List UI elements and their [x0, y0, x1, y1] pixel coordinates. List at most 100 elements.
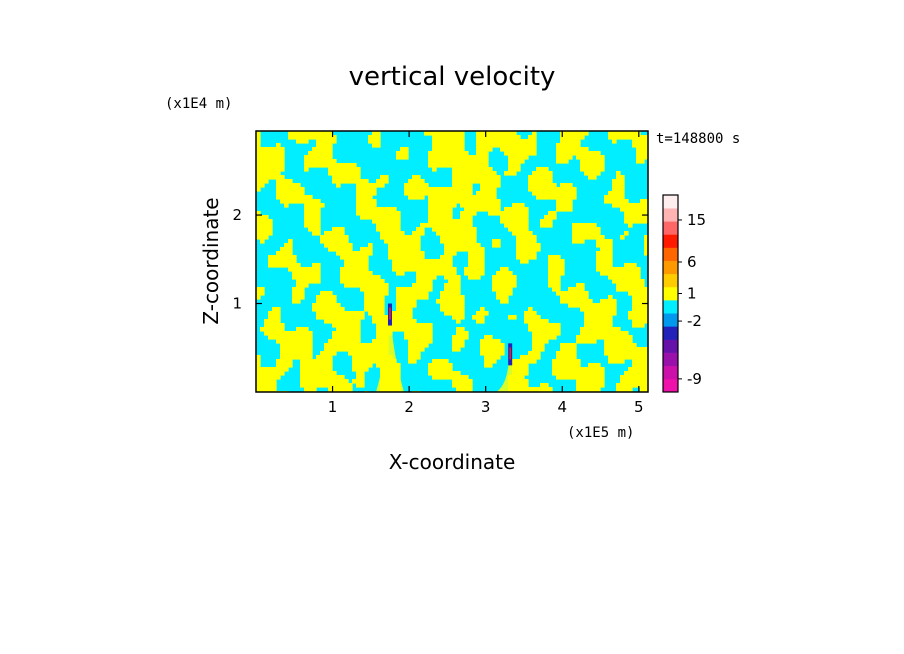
- field-cell: [476, 247, 481, 252]
- field-cell: [580, 291, 585, 296]
- field-cell: [392, 239, 397, 244]
- field-cell: [576, 235, 581, 240]
- field-cell: [520, 223, 525, 228]
- field-cell: [412, 195, 417, 200]
- field-cell: [284, 343, 289, 348]
- field-cell: [352, 259, 357, 264]
- field-cell: [284, 263, 289, 268]
- field-cell: [552, 211, 557, 216]
- field-cell: [528, 315, 533, 320]
- field-cell: [572, 367, 577, 372]
- field-cell: [348, 351, 353, 356]
- field-cell: [624, 371, 629, 376]
- field-cell: [636, 271, 641, 276]
- field-cell: [556, 155, 561, 160]
- field-cell: [508, 271, 513, 276]
- field-cell: [476, 319, 481, 324]
- field-cell: [552, 259, 557, 264]
- field-cell: [452, 179, 457, 184]
- field-cell: [580, 339, 585, 344]
- field-cell: [516, 243, 521, 248]
- field-cell: [520, 251, 525, 256]
- x-tick-label: 3: [481, 398, 491, 416]
- field-cell: [480, 251, 485, 256]
- field-cell: [292, 275, 297, 280]
- field-cell: [400, 251, 405, 256]
- field-cell: [272, 159, 277, 164]
- field-cell: [364, 279, 369, 284]
- field-cell: [260, 367, 265, 372]
- field-cell: [480, 267, 485, 272]
- field-cell: [620, 267, 625, 272]
- field-cell: [448, 195, 453, 200]
- field-cell: [384, 223, 389, 228]
- field-cell: [392, 315, 397, 320]
- field-cell: [460, 231, 465, 236]
- field-cell: [356, 311, 361, 316]
- field-cell: [352, 339, 357, 344]
- field-cell: [468, 195, 473, 200]
- field-cell: [644, 155, 648, 160]
- field-cell: [352, 355, 357, 360]
- field-cell: [528, 135, 533, 140]
- field-cell: [608, 299, 613, 304]
- field-cell: [296, 347, 301, 352]
- field-cell: [316, 207, 321, 212]
- field-cell: [352, 267, 357, 272]
- field-cell: [464, 167, 469, 172]
- field-cell: [356, 255, 361, 260]
- field-cell: [488, 175, 493, 180]
- field-cell: [568, 375, 573, 380]
- field-cell: [444, 251, 449, 256]
- field-cell: [480, 147, 485, 152]
- field-cell: [416, 279, 421, 284]
- field-cell: [460, 299, 465, 304]
- field-cell: [392, 231, 397, 236]
- field-cell: [524, 355, 529, 360]
- field-cell: [368, 299, 373, 304]
- field-cell: [296, 199, 301, 204]
- field-cell: [352, 275, 357, 280]
- field-cell: [524, 315, 529, 320]
- field-cell: [560, 347, 565, 352]
- field-cell: [284, 203, 289, 208]
- field-cell: [292, 335, 297, 340]
- field-cell: [312, 375, 317, 380]
- field-cell: [376, 179, 381, 184]
- field-cell: [596, 307, 601, 312]
- field-cell: [368, 203, 373, 208]
- field-cell: [488, 135, 493, 140]
- field-cell: [264, 147, 269, 152]
- velocity-field: [256, 131, 648, 392]
- field-cell: [276, 191, 281, 196]
- field-cell: [616, 355, 621, 360]
- field-cell: [468, 271, 473, 276]
- field-cell: [616, 131, 621, 136]
- field-cell: [460, 307, 465, 312]
- field-cell: [572, 239, 577, 244]
- field-cell: [388, 243, 393, 248]
- field-cell: [316, 143, 321, 148]
- field-cell: [548, 267, 553, 272]
- field-cell: [348, 271, 353, 276]
- field-cell: [452, 283, 457, 288]
- field-cell: [316, 275, 321, 280]
- field-cell: [612, 279, 617, 284]
- field-cell: [428, 287, 433, 292]
- field-cell: [516, 167, 521, 172]
- plumes: [375, 303, 525, 392]
- field-cell: [396, 243, 401, 248]
- field-cell: [624, 271, 629, 276]
- x-tick-label: 1: [328, 398, 338, 416]
- field-cell: [376, 331, 381, 336]
- field-cell: [400, 287, 405, 292]
- field-cell: [304, 271, 309, 276]
- field-cell: [324, 239, 329, 244]
- field-cell: [492, 359, 497, 364]
- field-cell: [364, 215, 369, 220]
- field-cell: [532, 255, 537, 260]
- field-cell: [312, 199, 317, 204]
- field-cell: [308, 279, 313, 284]
- field-cell: [436, 211, 441, 216]
- field-cell: [608, 255, 613, 260]
